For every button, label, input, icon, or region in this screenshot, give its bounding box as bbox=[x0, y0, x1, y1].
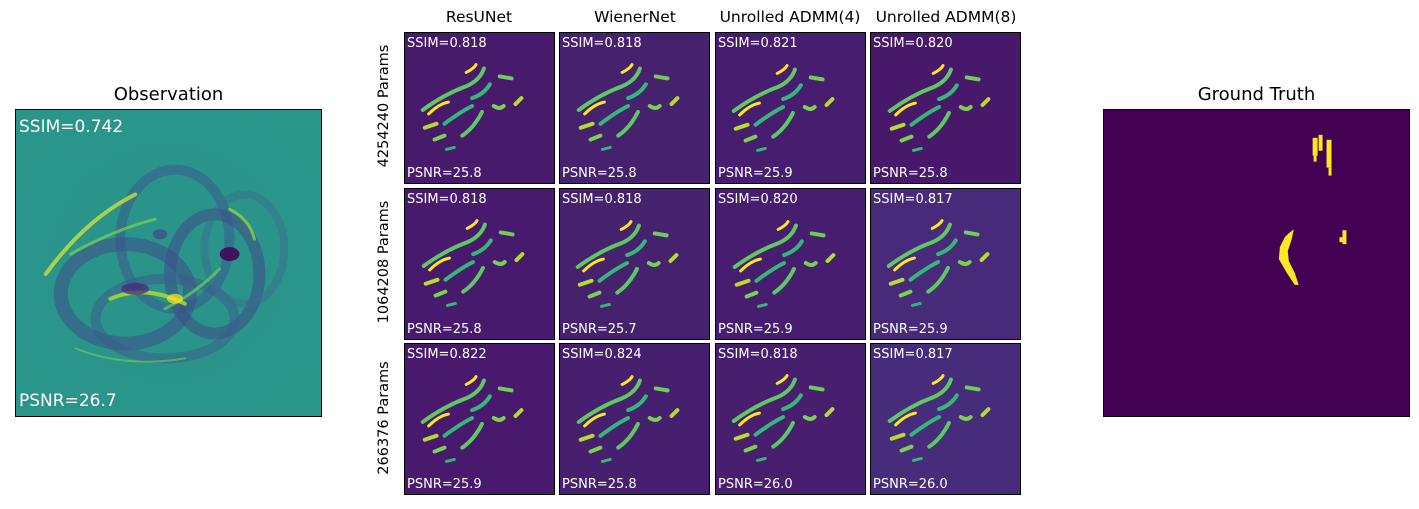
ground-truth-title: Ground Truth bbox=[1197, 84, 1316, 105]
reconstruction-cell: SSIM=0.818 PSNR=25.8 bbox=[404, 188, 555, 340]
reconstruction-image bbox=[871, 33, 1020, 183]
cell-ssim: SSIM=0.818 bbox=[562, 192, 642, 207]
cell-psnr: PSNR=25.9 bbox=[873, 322, 948, 337]
ground-truth-mask bbox=[1104, 110, 1409, 416]
cell-ssim: SSIM=0.817 bbox=[873, 347, 953, 362]
reconstruction-cell: SSIM=0.817 PSNR=25.9 bbox=[870, 188, 1021, 340]
cell-psnr: PSNR=26.0 bbox=[873, 477, 948, 492]
cell-psnr: PSNR=25.8 bbox=[407, 322, 482, 337]
column-title-admm4: Unrolled ADMM(4) bbox=[719, 8, 861, 26]
reconstruction-image bbox=[560, 189, 709, 339]
cell-ssim: SSIM=0.824 bbox=[562, 347, 642, 362]
column-title-admm8: Unrolled ADMM(8) bbox=[875, 8, 1017, 26]
reconstruction-cell: SSIM=0.824 PSNR=25.8 bbox=[559, 343, 710, 495]
row-label-4254240: 4254240 Params bbox=[376, 44, 392, 168]
cell-psnr: PSNR=26.0 bbox=[718, 477, 793, 492]
observation-ssim: SSIM=0.742 bbox=[19, 117, 124, 137]
cell-ssim: SSIM=0.818 bbox=[407, 36, 487, 51]
cell-psnr: PSNR=25.8 bbox=[562, 477, 637, 492]
reconstruction-cell: SSIM=0.818 PSNR=25.8 bbox=[559, 32, 710, 184]
reconstruction-image bbox=[716, 33, 865, 183]
row-label-266376: 266376 Params bbox=[376, 361, 392, 475]
reconstruction-image bbox=[716, 189, 865, 339]
reconstruction-image bbox=[560, 344, 709, 494]
observation-image: SSIM=0.742 PSNR=26.7 bbox=[15, 109, 322, 417]
column-title-resunet: ResUNet bbox=[445, 8, 513, 26]
column-title-wienernet: WienerNet bbox=[594, 8, 676, 26]
observation-blur-image bbox=[16, 110, 321, 416]
cell-ssim: SSIM=0.818 bbox=[718, 347, 798, 362]
cell-psnr: PSNR=25.9 bbox=[718, 166, 793, 181]
reconstruction-image bbox=[871, 189, 1020, 339]
reconstruction-image bbox=[871, 344, 1020, 494]
reconstruction-cell: SSIM=0.821 PSNR=25.9 bbox=[715, 32, 866, 184]
reconstruction-cell: SSIM=0.818 PSNR=25.7 bbox=[559, 188, 710, 340]
cell-ssim: SSIM=0.818 bbox=[562, 36, 642, 51]
cell-ssim: SSIM=0.820 bbox=[873, 36, 953, 51]
reconstruction-image bbox=[560, 33, 709, 183]
reconstruction-image bbox=[405, 189, 554, 339]
observation-psnr: PSNR=26.7 bbox=[19, 391, 117, 411]
cell-psnr: PSNR=25.9 bbox=[718, 322, 793, 337]
cell-ssim: SSIM=0.821 bbox=[718, 36, 798, 51]
reconstruction-cell: SSIM=0.818 PSNR=25.8 bbox=[404, 32, 555, 184]
cell-psnr: PSNR=25.8 bbox=[562, 166, 637, 181]
reconstruction-cell: SSIM=0.820 PSNR=25.8 bbox=[870, 32, 1021, 184]
cell-ssim: SSIM=0.817 bbox=[873, 192, 953, 207]
reconstruction-cell: SSIM=0.822 PSNR=25.9 bbox=[404, 343, 555, 495]
reconstruction-cell: SSIM=0.818 PSNR=26.0 bbox=[715, 343, 866, 495]
observation-title: Observation bbox=[113, 84, 224, 105]
cell-psnr: PSNR=25.8 bbox=[407, 166, 482, 181]
cell-ssim: SSIM=0.818 bbox=[407, 192, 487, 207]
cell-ssim: SSIM=0.820 bbox=[718, 192, 798, 207]
row-label-1064208: 1064208 Params bbox=[376, 200, 392, 324]
reconstruction-cell: SSIM=0.820 PSNR=25.9 bbox=[715, 188, 866, 340]
cell-psnr: PSNR=25.7 bbox=[562, 322, 637, 337]
cell-psnr: PSNR=25.9 bbox=[407, 477, 482, 492]
cell-psnr: PSNR=25.8 bbox=[873, 166, 948, 181]
reconstruction-cell: SSIM=0.817 PSNR=26.0 bbox=[870, 343, 1021, 495]
reconstruction-image bbox=[405, 344, 554, 494]
cell-ssim: SSIM=0.822 bbox=[407, 347, 487, 362]
ground-truth-image bbox=[1103, 109, 1410, 417]
reconstruction-image bbox=[716, 344, 865, 494]
reconstruction-image bbox=[405, 33, 554, 183]
